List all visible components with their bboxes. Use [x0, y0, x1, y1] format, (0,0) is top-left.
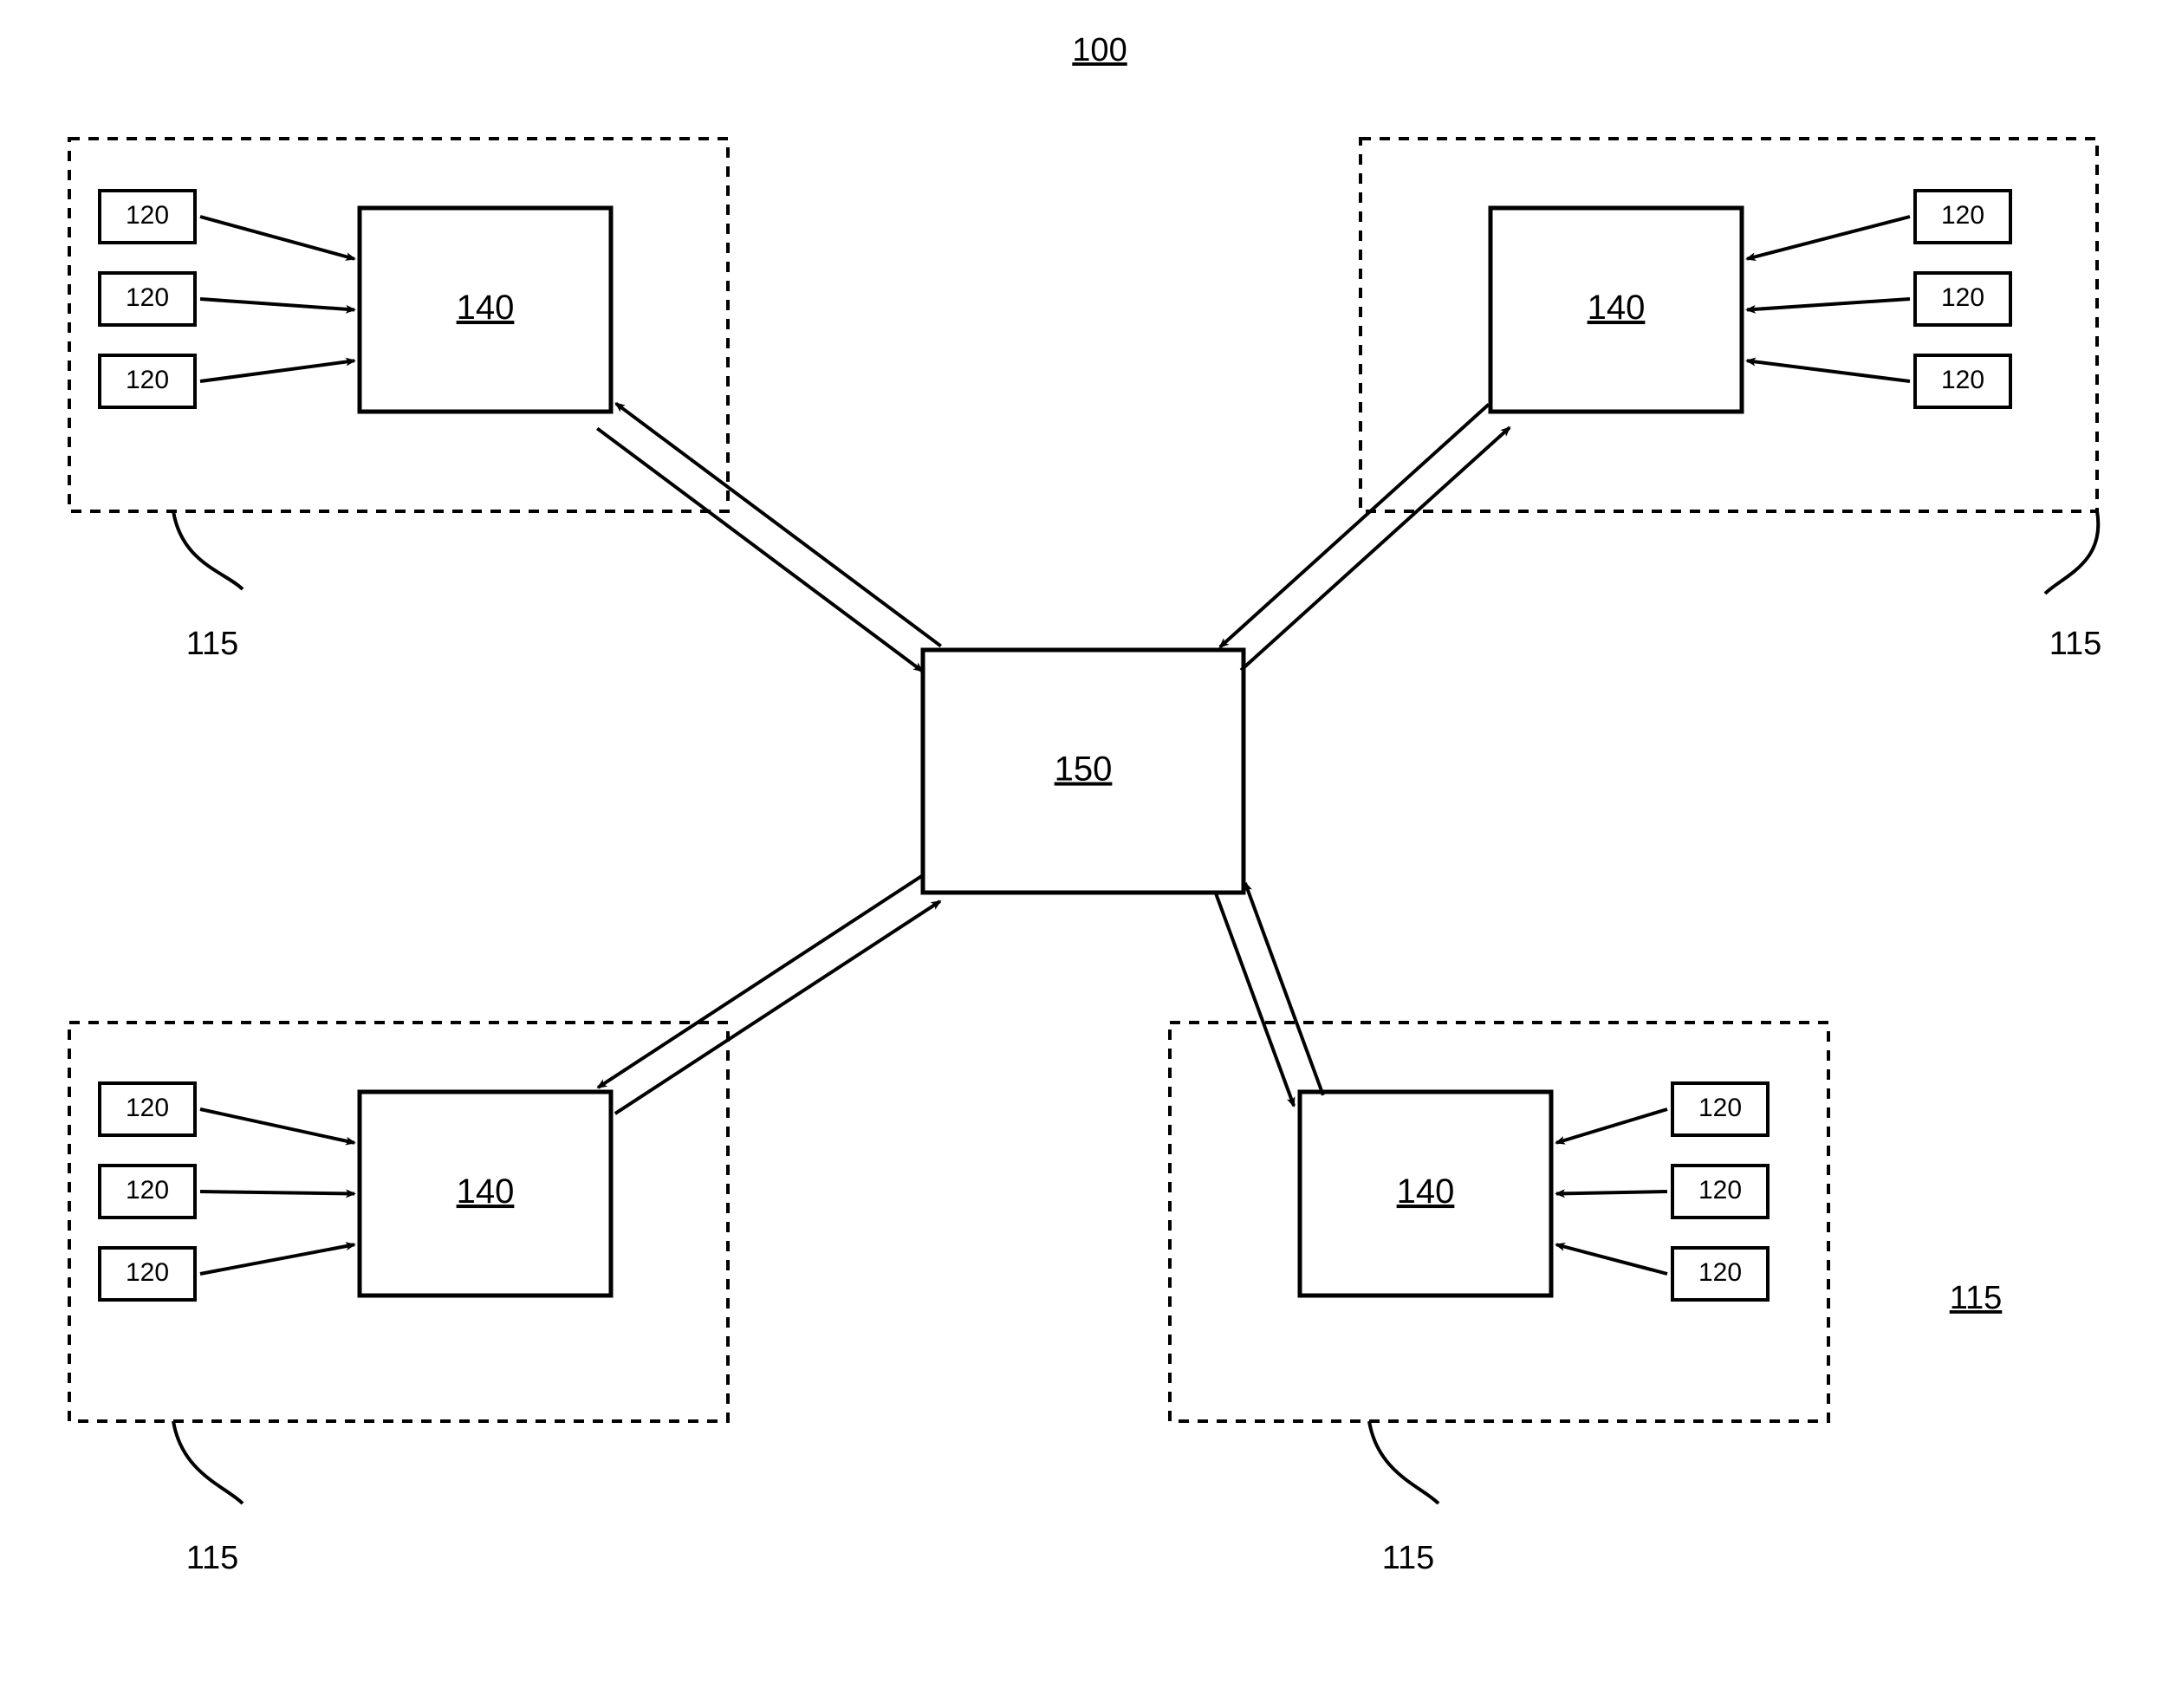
- hublink-bottom-left-rev: [598, 875, 923, 1088]
- callout-label-top-right: 115: [2049, 626, 2102, 662]
- hublink-top-left-fwd: [597, 428, 922, 671]
- leaf-arrow-top-right-1: [1747, 299, 1910, 310]
- callout-label-top-left: 115: [186, 626, 239, 662]
- callout-label-bottom-left: 115: [186, 1540, 239, 1576]
- leaf-label-bottom-left-0: 120: [126, 1094, 169, 1122]
- leaf-arrow-bottom-right-2: [1556, 1244, 1667, 1274]
- figure-canvas: 100 150 140 120 120 120 115 140 120 120 120 115 140 1…: [0, 0, 2182, 1708]
- leaf-arrow-top-right-2: [1747, 360, 1910, 381]
- leaf-arrow-top-left-1: [200, 299, 354, 310]
- leaf-label-top-left-2: 120: [126, 366, 169, 394]
- leaf-label-bottom-right-0: 120: [1698, 1094, 1742, 1122]
- leaf-label-top-left-0: 120: [126, 201, 169, 230]
- leaf-label-top-right-1: 120: [1941, 283, 1984, 312]
- leaf-label-bottom-left-1: 120: [126, 1176, 169, 1205]
- leaf-arrow-bottom-left-0: [200, 1109, 354, 1143]
- callout-lead-bottom-right: [1369, 1421, 1438, 1503]
- leaf-arrow-top-left-0: [200, 217, 354, 259]
- leaf-arrow-bottom-left-1: [200, 1192, 354, 1194]
- leaf-label-bottom-right-2: 120: [1698, 1258, 1742, 1287]
- callout-label-bottom-right: 115: [1382, 1540, 1435, 1576]
- callout-lead-top-right: [2045, 511, 2098, 594]
- extra-label-bottom-right: 115: [1950, 1280, 2003, 1316]
- hublink-bottom-left-fwd: [615, 901, 940, 1114]
- leaf-arrow-bottom-right-1: [1556, 1192, 1667, 1194]
- hub-label-top-right: 140: [1588, 289, 1646, 327]
- central-node-label: 150: [1055, 750, 1113, 789]
- leaf-arrow-top-left-2: [200, 360, 354, 381]
- hublink-bottom-right-fwd: [1245, 883, 1323, 1095]
- hublink-top-left-rev: [616, 404, 941, 646]
- leaf-arrow-bottom-left-2: [200, 1244, 354, 1274]
- leaf-arrow-bottom-right-0: [1556, 1109, 1667, 1143]
- callout-lead-bottom-left: [173, 1421, 243, 1503]
- leaf-arrow-top-right-0: [1747, 217, 1910, 259]
- figure-title: 100: [1072, 32, 1127, 68]
- hublink-bottom-right-rev: [1216, 893, 1294, 1106]
- hub-label-bottom-left: 140: [457, 1172, 515, 1211]
- hub-label-bottom-right: 140: [1397, 1172, 1455, 1211]
- hub-label-top-left: 140: [457, 289, 515, 327]
- leaf-label-top-right-2: 120: [1941, 366, 1984, 394]
- hublink-top-right-fwd: [1220, 405, 1489, 647]
- leaf-label-top-right-0: 120: [1941, 201, 1984, 230]
- hublink-top-right-rev: [1241, 427, 1510, 670]
- callout-lead-top-left: [173, 511, 243, 589]
- leaf-label-bottom-left-2: 120: [126, 1258, 169, 1287]
- leaf-label-bottom-right-1: 120: [1698, 1176, 1742, 1205]
- leaf-label-top-left-1: 120: [126, 283, 169, 312]
